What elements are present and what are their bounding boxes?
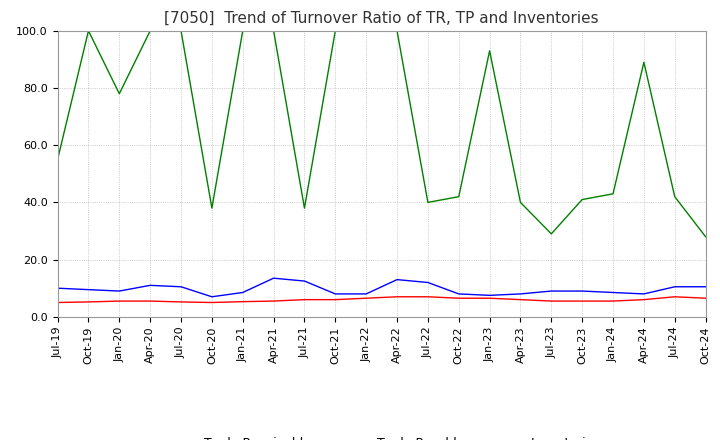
Trade Payables	[115, 289, 124, 294]
Inventories	[300, 205, 309, 211]
Inventories	[485, 48, 494, 53]
Trade Receivables	[300, 297, 309, 302]
Inventories	[639, 59, 648, 65]
Trade Receivables	[454, 296, 463, 301]
Inventories	[578, 197, 587, 202]
Inventories	[701, 234, 710, 239]
Trade Payables	[639, 291, 648, 297]
Trade Payables	[454, 291, 463, 297]
Trade Payables	[176, 284, 185, 290]
Trade Receivables	[547, 298, 556, 304]
Trade Receivables	[485, 296, 494, 301]
Trade Payables	[146, 282, 155, 288]
Trade Receivables	[146, 298, 155, 304]
Trade Payables	[608, 290, 617, 295]
Inventories	[146, 28, 155, 33]
Inventories	[331, 28, 340, 33]
Trade Receivables	[115, 298, 124, 304]
Trade Receivables	[238, 299, 247, 304]
Inventories	[608, 191, 617, 196]
Trade Receivables	[53, 300, 62, 305]
Trade Receivables	[701, 296, 710, 301]
Inventories	[362, 28, 371, 33]
Trade Receivables	[578, 298, 587, 304]
Trade Receivables	[392, 294, 401, 299]
Trade Payables	[53, 286, 62, 291]
Trade Receivables	[608, 298, 617, 304]
Trade Payables	[331, 291, 340, 297]
Inventories	[454, 194, 463, 199]
Trade Payables	[670, 284, 679, 290]
Trade Receivables	[639, 297, 648, 302]
Legend: Trade Receivables, Trade Payables, Inventories: Trade Receivables, Trade Payables, Inven…	[157, 432, 606, 440]
Trade Payables	[392, 277, 401, 282]
Inventories	[269, 28, 278, 33]
Line: Trade Payables: Trade Payables	[58, 278, 706, 297]
Trade Payables	[423, 280, 432, 285]
Inventories	[84, 28, 93, 33]
Trade Payables	[578, 289, 587, 294]
Trade Receivables	[269, 298, 278, 304]
Trade Receivables	[670, 294, 679, 299]
Trade Payables	[516, 291, 525, 297]
Line: Trade Receivables: Trade Receivables	[58, 297, 706, 303]
Trade Payables	[300, 279, 309, 284]
Inventories	[176, 28, 185, 33]
Trade Receivables	[84, 299, 93, 304]
Trade Payables	[362, 291, 371, 297]
Trade Payables	[547, 289, 556, 294]
Trade Receivables	[423, 294, 432, 299]
Trade Payables	[238, 290, 247, 295]
Inventories	[516, 200, 525, 205]
Title: [7050]  Trend of Turnover Ratio of TR, TP and Inventories: [7050] Trend of Turnover Ratio of TR, TP…	[164, 11, 599, 26]
Trade Payables	[207, 294, 216, 299]
Trade Receivables	[362, 296, 371, 301]
Trade Receivables	[331, 297, 340, 302]
Trade Receivables	[207, 300, 216, 305]
Trade Payables	[701, 284, 710, 290]
Inventories	[115, 91, 124, 96]
Inventories	[547, 231, 556, 236]
Inventories	[670, 194, 679, 199]
Trade Payables	[84, 287, 93, 292]
Inventories	[423, 200, 432, 205]
Inventories	[238, 28, 247, 33]
Inventories	[53, 157, 62, 162]
Inventories	[392, 28, 401, 33]
Trade Payables	[485, 293, 494, 298]
Line: Inventories: Inventories	[58, 31, 706, 237]
Trade Payables	[269, 275, 278, 281]
Trade Receivables	[516, 297, 525, 302]
Trade Receivables	[176, 299, 185, 304]
Inventories	[207, 205, 216, 211]
